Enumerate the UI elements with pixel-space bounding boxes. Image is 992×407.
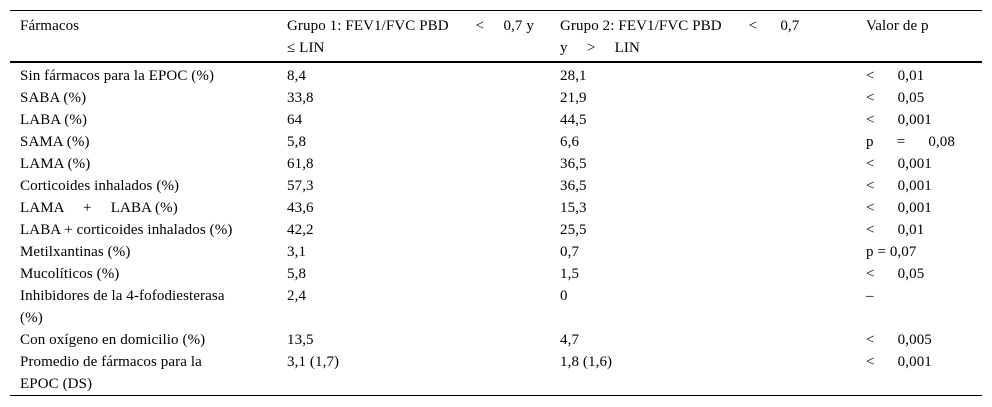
cell-valor-p: – [866,288,874,304]
cell-valor-p: < 0,05 [866,266,925,282]
cell-grupo1-value: 64 [287,112,303,128]
cell-grupo2-value: 4,7 [560,332,580,348]
cell-valor-p: < 0,05 [866,90,925,106]
cell-grupo2-value: 44,5 [560,112,587,128]
cell-farmaco: Sin fármacos para la EPOC (%) [20,68,215,84]
cell-valor-p: < 0,01 [866,222,925,238]
cell-grupo1-value: 3,1 (1,7) [287,354,340,370]
cell-farmaco: Mucolíticos (%) [20,266,120,282]
cell-farmaco: Corticoides inhalados (%) [20,178,180,194]
table-row: LAMA (%) 61,8 36,5 < 0,001 [10,153,982,175]
cell-grupo2-value: 36,5 [560,156,587,172]
cell-grupo1-value: 5,8 [287,266,307,282]
table-row: Corticoides inhalados (%) 57,3 36,5 < 0,… [10,175,982,197]
cell-grupo1-value: 3,1 [287,244,307,260]
cell-grupo1-value: 5,8 [287,134,307,150]
cell-grupo2-value: 25,5 [560,222,587,238]
paper-table-figure: Fármacos Grupo 1: FEV1/FVC PBD < 0,7 y ≤… [10,10,982,396]
cell-valor-p: p = 0,07 [866,244,917,260]
column-header-valor-p: Valor de p [866,10,982,63]
cell-farmaco: LABA + corticoides inhalados (%) [20,222,233,238]
cell-farmaco: LABA (%) [20,112,88,128]
column-header-grupo2: Grupo 2: FEV1/FVC PBD < 0,7 y > LIN [560,10,866,63]
cell-farmaco: Inhibidores de la 4-fofodiesterasa (%) [20,288,225,326]
cell-grupo2-value: 0,7 [560,244,580,260]
column-header-grupo1: Grupo 1: FEV1/FVC PBD < 0,7 y ≤ LIN [287,10,560,63]
table-row: Sin fármacos para la EPOC (%) 8,4 28,1 <… [10,62,982,87]
cell-grupo1-value: 57,3 [287,178,314,194]
cell-grupo1-value: 8,4 [287,68,307,84]
cell-grupo2-value: 28,1 [560,68,587,84]
table-row: LABA + corticoides inhalados (%) 42,2 25… [10,219,982,241]
column-header-farmacos: Fármacos [10,10,287,63]
table-row: Mucolíticos (%) 5,8 1,5 < 0,05 [10,263,982,285]
cell-grupo2-value: 21,9 [560,90,587,106]
cell-farmaco: Metilxantinas (%) [20,244,131,260]
cell-grupo2-value: 1,8 (1,6) [560,354,613,370]
cell-grupo2-value: 36,5 [560,178,587,194]
cell-farmaco: Promedio de fármacos para la EPOC (DS) [20,354,202,392]
cell-farmaco: SAMA (%) [20,134,90,150]
cell-grupo2-value: 15,3 [560,200,587,216]
table-body: Sin fármacos para la EPOC (%) 8,4 28,1 <… [10,62,982,396]
cell-grupo1-value: 42,2 [287,222,314,238]
table-row: Promedio de fármacos para la EPOC (DS) 3… [10,351,982,396]
table-row: Con oxígeno en domicilio (%) 13,5 4,7 < … [10,329,982,351]
cell-grupo1-value: 61,8 [287,156,314,172]
cell-grupo2-value: 0 [560,288,568,304]
cell-valor-p: < 0,01 [866,68,925,84]
cell-grupo1-value: 13,5 [287,332,314,348]
cell-grupo1-value: 2,4 [287,288,307,304]
table-row: Metilxantinas (%) 3,1 0,7 p = 0,07 [10,241,982,263]
table-row: Inhibidores de la 4-fofodiesterasa (%) 2… [10,285,982,329]
cell-grupo1-value: 33,8 [287,90,314,106]
table-header: Fármacos Grupo 1: FEV1/FVC PBD < 0,7 y ≤… [10,10,982,63]
cell-grupo1-value: 43,6 [287,200,314,216]
cell-valor-p: < 0,001 [866,156,932,172]
table-row: SAMA (%) 5,8 6,6 p = 0,08 [10,131,982,153]
cell-farmaco: LAMA + LABA (%) [20,200,178,216]
cell-valor-p: < 0,001 [866,178,932,194]
table-row: LABA (%) 64 44,5 < 0,001 [10,109,982,131]
cell-valor-p: < 0,001 [866,200,932,216]
header-row: Fármacos Grupo 1: FEV1/FVC PBD < 0,7 y ≤… [10,10,982,63]
cell-valor-p: p = 0,08 [866,134,956,150]
table-row: LAMA + LABA (%) 43,6 15,3 < 0,001 [10,197,982,219]
cell-grupo2-value: 1,5 [560,266,580,282]
table-row: SABA (%) 33,8 21,9 < 0,05 [10,87,982,109]
cell-valor-p: < 0,005 [866,332,932,348]
cell-grupo2-value: 6,6 [560,134,580,150]
drug-usage-table: Fármacos Grupo 1: FEV1/FVC PBD < 0,7 y ≤… [10,10,982,396]
cell-farmaco: Con oxígeno en domicilio (%) [20,332,206,348]
cell-farmaco: LAMA (%) [20,156,91,172]
cell-farmaco: SABA (%) [20,90,87,106]
cell-valor-p: < 0,001 [866,112,932,128]
cell-valor-p: < 0,001 [866,354,932,370]
